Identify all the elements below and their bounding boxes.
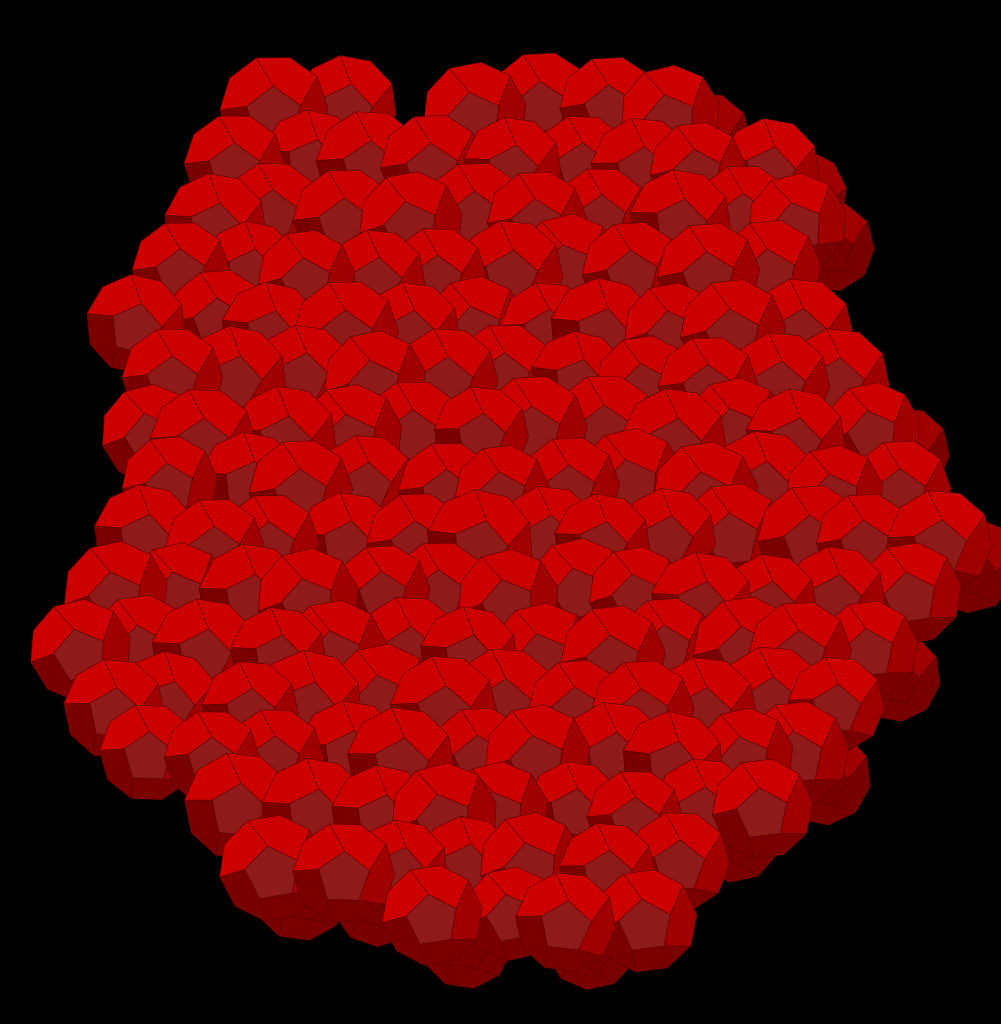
dodecahedron-front-face [883,571,935,624]
dodecahedron [515,872,616,972]
dodecahedron-front-face [736,787,787,838]
dodecahedron-cluster [30,52,1001,991]
dodecahedron [292,823,396,923]
dodecahedron [711,758,814,860]
dodecahedron [593,869,698,973]
dodecahedron-front-face [318,850,370,901]
dodecahedron-front-face [541,900,592,951]
dodecahedron [219,814,326,922]
dodecahedron-front-face [618,898,671,951]
dodecahedron-front-face [405,893,457,945]
dodecahedron [381,865,483,966]
dodecahedron-front-face [244,845,298,900]
